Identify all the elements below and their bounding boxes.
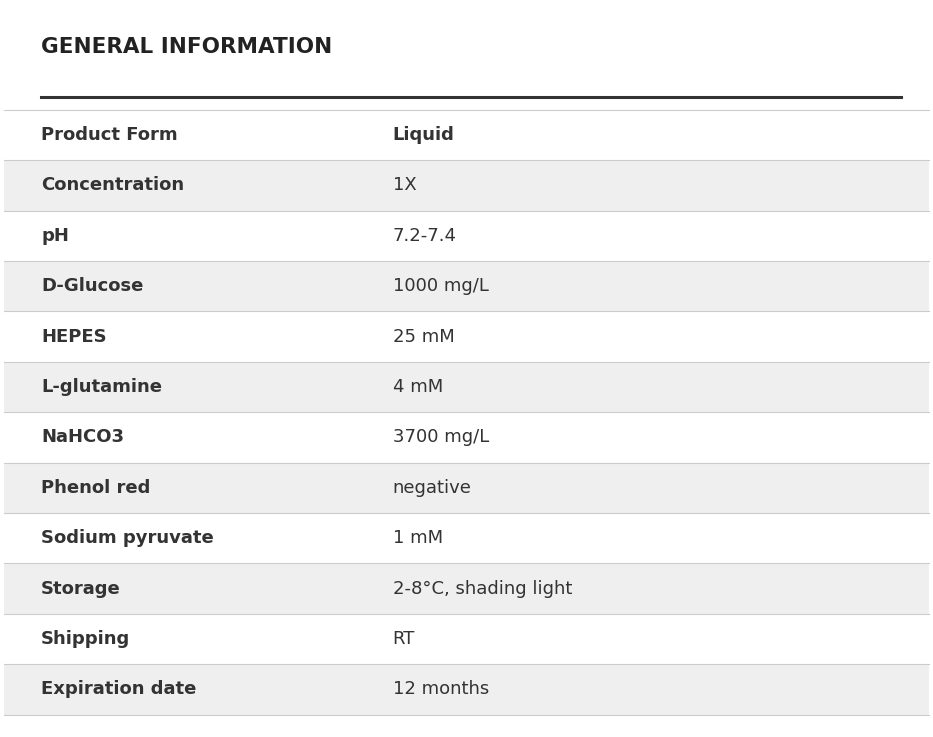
Text: Phenol red: Phenol red — [41, 479, 150, 497]
Bar — [4, 664, 929, 715]
Text: L-glutamine: L-glutamine — [41, 378, 162, 396]
Text: Product Form: Product Form — [41, 126, 178, 144]
Text: 1000 mg/L: 1000 mg/L — [393, 277, 488, 296]
Text: 1X: 1X — [393, 176, 416, 195]
Bar — [4, 563, 929, 614]
Text: HEPES: HEPES — [41, 328, 106, 346]
Text: Concentration: Concentration — [41, 176, 185, 195]
Text: 7.2-7.4: 7.2-7.4 — [393, 227, 456, 245]
Text: NaHCO3: NaHCO3 — [41, 428, 124, 447]
Text: 1 mM: 1 mM — [393, 529, 442, 547]
Text: 12 months: 12 months — [393, 680, 489, 699]
Text: Sodium pyruvate: Sodium pyruvate — [41, 529, 214, 547]
Text: D-Glucose: D-Glucose — [41, 277, 144, 296]
Bar — [4, 362, 929, 412]
Bar — [4, 463, 929, 513]
Text: 25 mM: 25 mM — [393, 328, 454, 346]
Text: pH: pH — [41, 227, 69, 245]
Bar — [4, 160, 929, 211]
Text: Shipping: Shipping — [41, 630, 131, 648]
Text: GENERAL INFORMATION: GENERAL INFORMATION — [41, 37, 332, 57]
Bar — [4, 261, 929, 312]
Text: Storage: Storage — [41, 579, 121, 598]
Text: 3700 mg/L: 3700 mg/L — [393, 428, 489, 447]
Text: Expiration date: Expiration date — [41, 680, 197, 699]
Text: 2-8°C, shading light: 2-8°C, shading light — [393, 579, 572, 598]
Text: 4 mM: 4 mM — [393, 378, 443, 396]
Text: Liquid: Liquid — [393, 126, 454, 144]
Text: negative: negative — [393, 479, 471, 497]
Text: RT: RT — [393, 630, 415, 648]
